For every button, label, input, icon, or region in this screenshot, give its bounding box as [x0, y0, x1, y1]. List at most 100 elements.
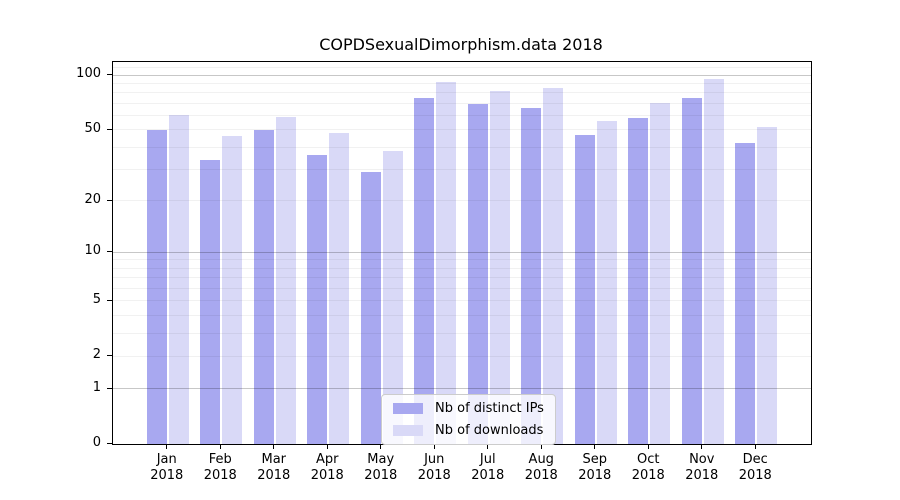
bar-downloads — [703, 79, 724, 444]
legend-label-distinct-ips: Nb of distinct IPs — [435, 401, 544, 416]
x-tick-mark — [487, 444, 489, 449]
x-tick-year: 2018 — [203, 468, 237, 483]
y-tick-mark — [107, 128, 112, 130]
y-tick-mark — [107, 199, 112, 201]
x-tick-year: 2018 — [364, 468, 398, 483]
bar-distinct-ips — [307, 155, 328, 444]
x-tick-month: Nov — [689, 452, 715, 467]
x-tick-month: Jan — [156, 452, 177, 467]
y-tick-label: 10 — [84, 243, 101, 259]
bar-downloads — [222, 136, 243, 444]
legend-swatch-downloads-icon — [393, 425, 423, 436]
bar-distinct-ips — [253, 129, 274, 444]
x-tick-mark — [540, 444, 542, 449]
x-tick-year: 2018 — [471, 468, 505, 483]
legend-swatch-distinct-ips-icon — [393, 403, 423, 414]
bar-downloads — [596, 120, 617, 444]
x-tick-label: Sep 2018 — [563, 452, 627, 484]
y-tick-label: 0 — [92, 435, 101, 450]
plot-area: Nb of distinct IPs Nb of downloads — [112, 61, 812, 445]
x-tick-month: Jun — [424, 452, 445, 467]
x-tick-month: Sep — [582, 452, 607, 467]
x-tick-year: 2018 — [257, 468, 291, 483]
x-axis: Jan 2018 Feb 2018 Mar 2018 Apr 2018 May 2018 Jun 20… — [112, 443, 810, 495]
bar-distinct-ips — [200, 159, 221, 444]
x-tick-month: Feb — [208, 452, 232, 467]
x-tick-label: Feb 2018 — [188, 452, 252, 484]
bar-distinct-ips — [414, 97, 435, 444]
y-tick-label: 20 — [84, 191, 101, 207]
x-tick-mark — [273, 444, 275, 449]
x-tick-mark — [433, 444, 435, 449]
legend-entry-downloads: Nb of downloads — [393, 423, 544, 438]
bar-downloads — [489, 90, 510, 444]
x-tick-label: Dec 2018 — [723, 452, 787, 484]
x-tick-year: 2018 — [310, 468, 344, 483]
y-tick-mark — [107, 251, 112, 253]
y-tick-label: 100 — [76, 66, 101, 82]
x-tick-month: Dec — [742, 452, 768, 467]
x-tick-month: May — [367, 452, 395, 467]
chart-title: COPDSexualDimorphism.data 2018 — [319, 35, 603, 54]
x-tick-mark — [754, 444, 756, 449]
bar-downloads — [543, 87, 564, 444]
x-tick-mark — [326, 444, 328, 449]
x-tick-year: 2018 — [524, 468, 558, 483]
x-tick-mark — [647, 444, 649, 449]
x-tick-label: Jun 2018 — [402, 452, 466, 484]
legend-entry-distinct-ips: Nb of distinct IPs — [393, 401, 544, 416]
y-tick-label: 2 — [92, 347, 101, 363]
x-tick-label: Oct 2018 — [616, 452, 680, 484]
x-tick-label: May 2018 — [349, 452, 413, 484]
bar-downloads — [329, 132, 350, 444]
y-tick-mark — [107, 299, 112, 301]
x-tick-label: Jan 2018 — [135, 452, 199, 484]
x-tick-mark — [701, 444, 703, 449]
legend: Nb of distinct IPs Nb of downloads — [381, 394, 556, 445]
gridline-minor — [113, 67, 811, 69]
x-tick-label: Apr 2018 — [295, 452, 359, 484]
y-tick-label: 50 — [84, 120, 101, 136]
x-tick-label: Aug 2018 — [509, 452, 573, 484]
bar-distinct-ips — [735, 143, 756, 444]
gridline-major — [113, 74, 811, 76]
x-tick-year: 2018 — [578, 468, 612, 483]
x-tick-mark — [380, 444, 382, 449]
x-tick-mark — [166, 444, 168, 449]
bar-downloads — [436, 81, 457, 444]
x-tick-year: 2018 — [738, 468, 772, 483]
x-tick-year: 2018 — [417, 468, 451, 483]
x-tick-year: 2018 — [685, 468, 719, 483]
x-tick-month: Jul — [479, 452, 496, 467]
x-tick-month: Mar — [261, 452, 287, 467]
x-tick-mark — [594, 444, 596, 449]
x-tick-month: Oct — [637, 452, 660, 467]
x-tick-mark — [219, 444, 221, 449]
bar-distinct-ips — [574, 134, 595, 444]
legend-label-downloads: Nb of downloads — [435, 423, 544, 438]
x-tick-year: 2018 — [150, 468, 184, 483]
y-tick-label: 5 — [92, 291, 101, 307]
y-tick-mark — [107, 443, 112, 444]
y-tick-mark — [107, 74, 112, 76]
bar-distinct-ips — [521, 107, 542, 444]
x-tick-label: Jul 2018 — [456, 452, 520, 484]
y-tick-label: 1 — [92, 379, 101, 395]
x-tick-year: 2018 — [631, 468, 665, 483]
bar-downloads — [275, 116, 296, 444]
bar-downloads — [757, 126, 778, 444]
x-tick-month: Aug — [528, 452, 554, 467]
bar-distinct-ips — [628, 118, 649, 444]
bar-downloads — [382, 151, 403, 444]
bar-distinct-ips — [360, 172, 381, 444]
x-tick-month: Apr — [316, 452, 339, 467]
y-tick-mark — [107, 355, 112, 357]
bar-distinct-ips — [146, 129, 167, 444]
bar-downloads — [650, 103, 671, 444]
y-axis: 0 1 2 5 10 20 50 100 — [0, 61, 112, 450]
x-tick-label: Nov 2018 — [670, 452, 734, 484]
bar-distinct-ips — [467, 104, 488, 444]
bar-downloads — [168, 115, 189, 444]
bar-distinct-ips — [681, 97, 702, 444]
